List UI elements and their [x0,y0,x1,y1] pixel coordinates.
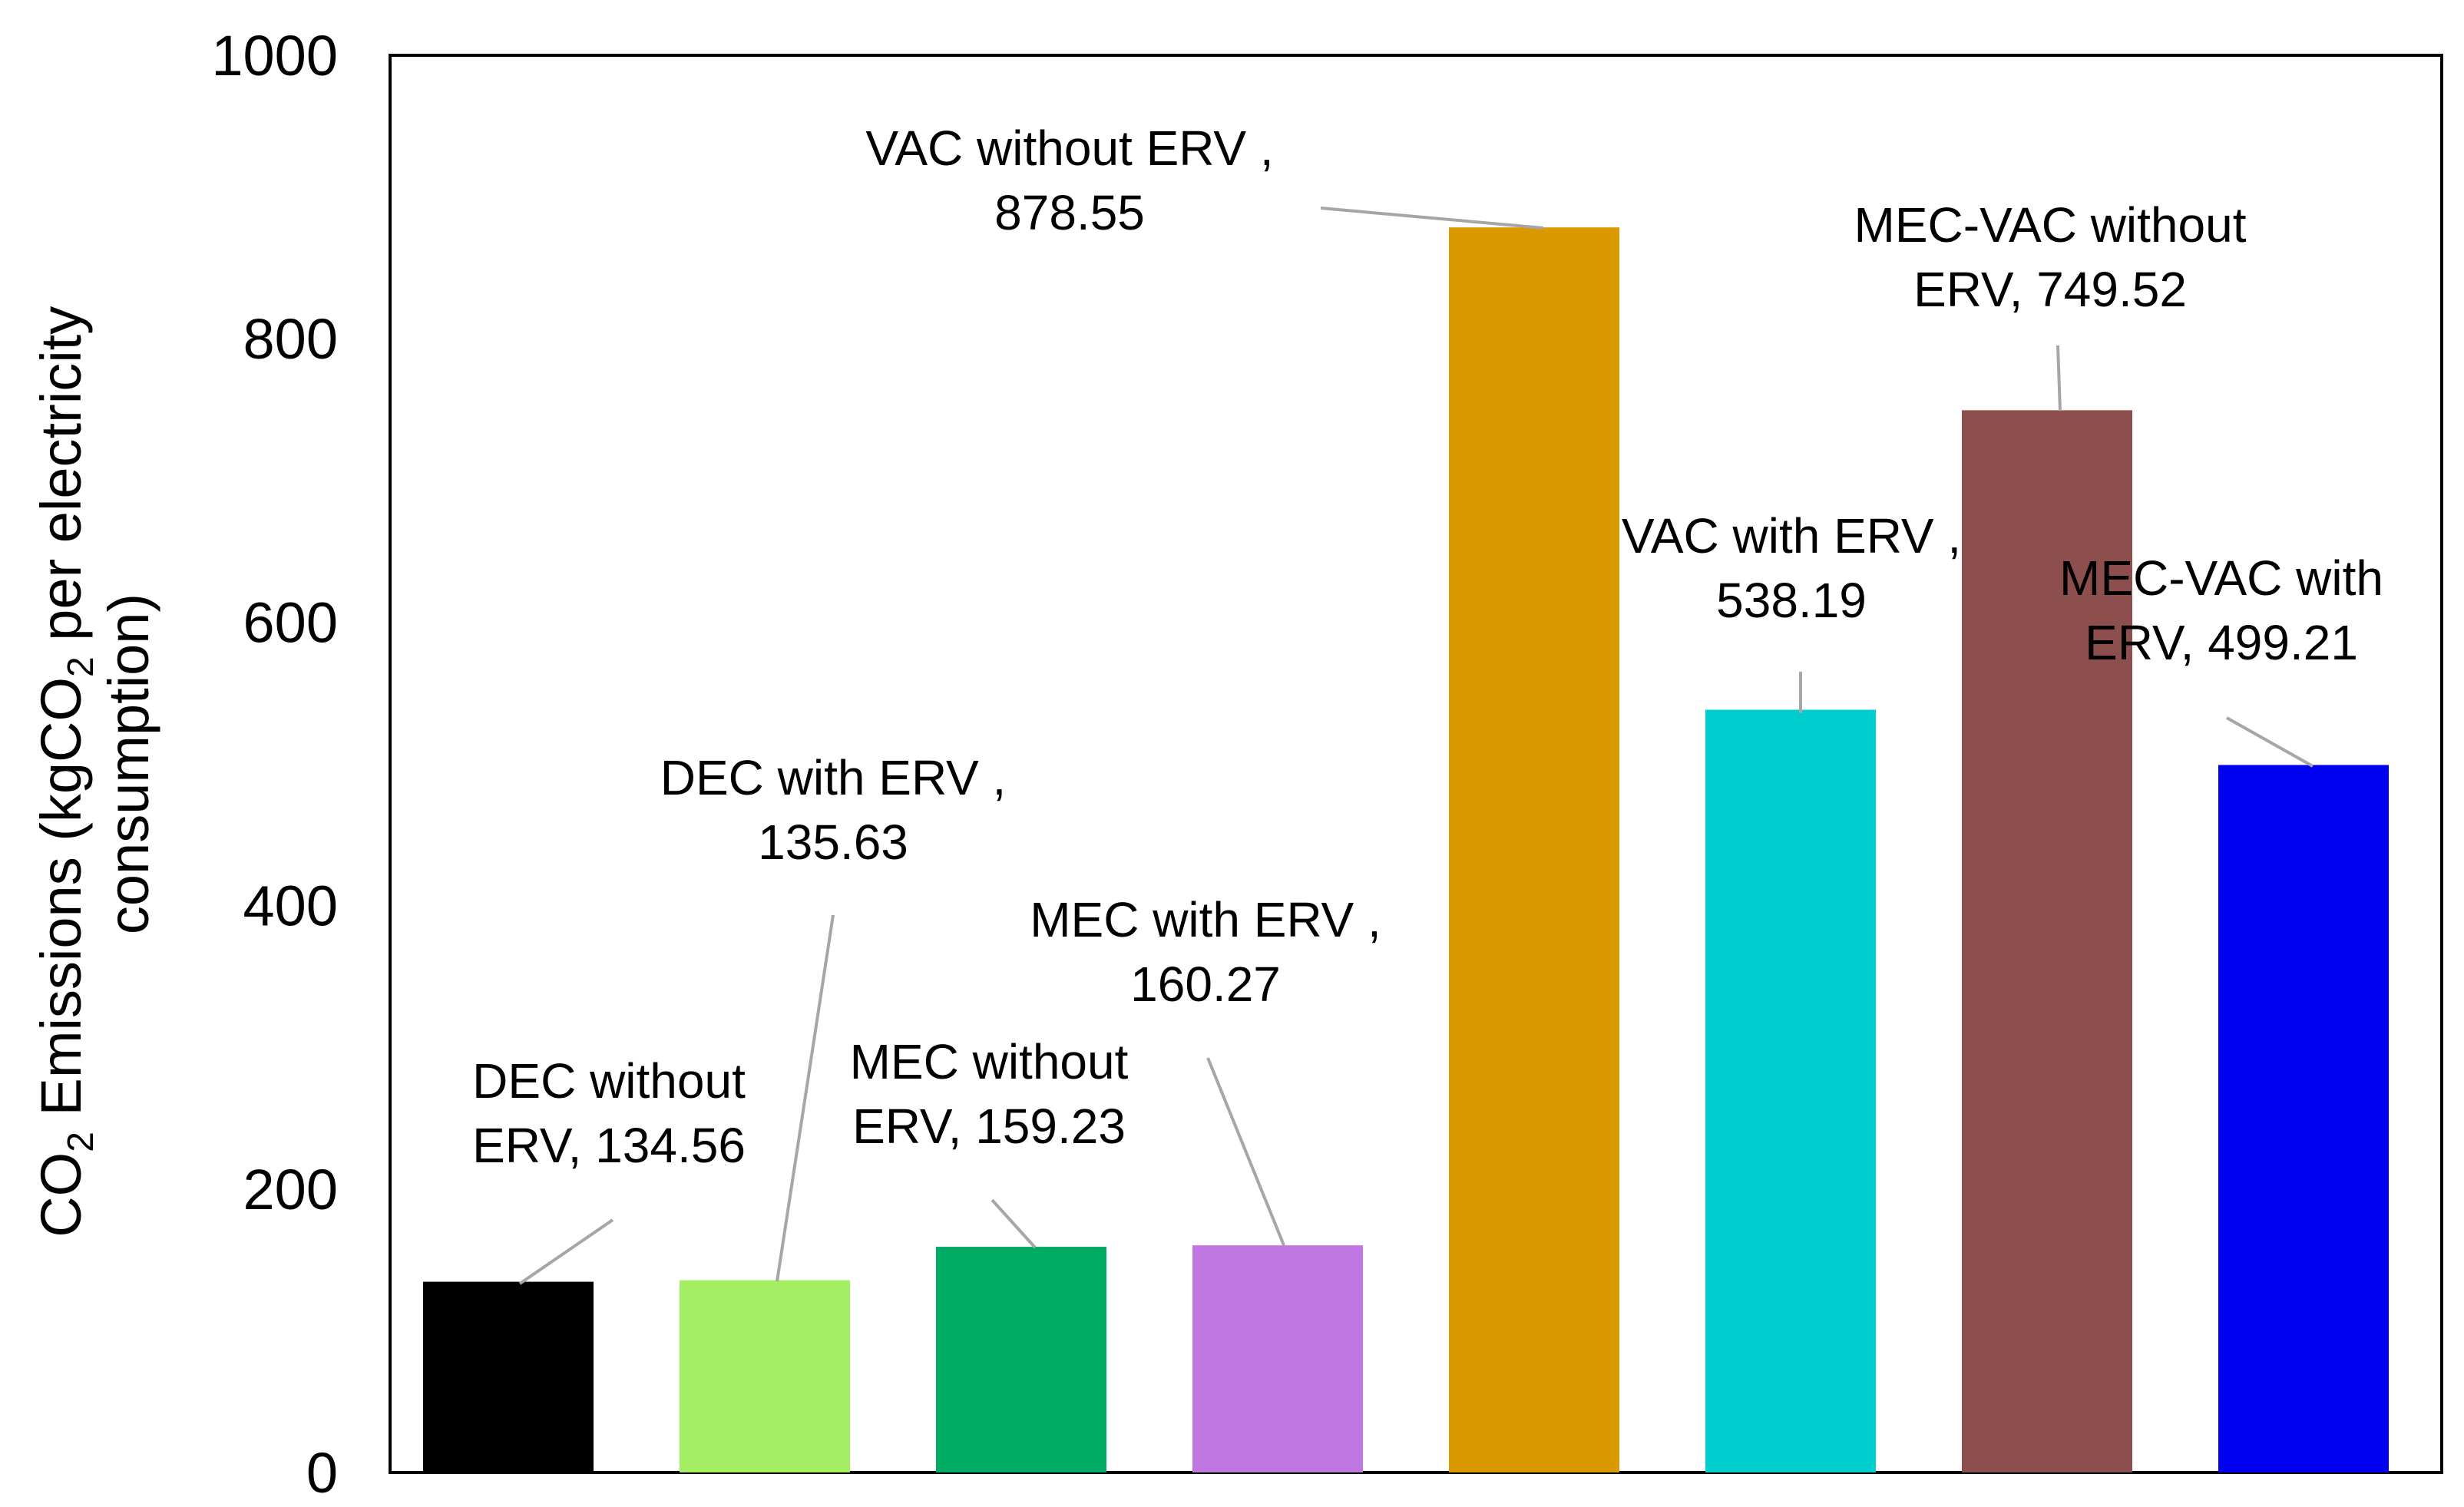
data-label-line: 878.55 [994,185,1145,240]
data-label-line: MEC-VAC with [2059,550,2383,606]
leader-line [1206,1057,1285,1246]
bar [936,1247,1106,1472]
y-tick-label: 200 [243,1158,338,1221]
bar [1962,410,2132,1472]
leader-line [518,1218,614,1285]
data-label: VAC with ERV , 538.19 [1622,508,1961,628]
data-label-line: DEC without [472,1053,746,1109]
data-label: DEC with ERV , 135.63 [660,750,1007,870]
y-axis-label-line1: CO2 Emissions (kgCO2 per electricity [29,306,101,1238]
leader-line [991,1198,1037,1249]
bar [680,1280,850,1472]
data-label: MEC without ERV, 159.23 [850,1034,1129,1154]
y-tick-label: 0 [306,1441,338,1505]
leader-line [2056,345,2062,411]
data-label: MEC-VAC with ERV, 499.21 [2059,550,2383,670]
bars-group [423,227,2389,1473]
data-labels-group: DEC without ERV, 134.56 DEC with ERV , 135.… [472,121,2383,1173]
data-label-line: ERV, 499.21 [2085,615,2358,670]
data-label: VAC without ERV , 878.55 [865,121,1273,240]
data-label-line: MEC with ERV , [1030,892,1381,947]
bar [2218,765,2389,1472]
y-tick-label: 600 [243,590,338,654]
bar [1449,227,1619,1473]
data-label-line: VAC without ERV , [865,121,1273,176]
data-label-line: ERV, 159.23 [852,1099,1126,1154]
bar [1192,1245,1363,1472]
data-label-line: MEC-VAC without [1854,197,2247,253]
data-label: MEC-VAC without ERV, 749.52 [1854,197,2247,317]
leader-line [1320,207,1544,230]
data-label-line: 160.27 [1130,957,1281,1012]
y-tick-label: 800 [243,307,338,371]
y-tick-label: 1000 [211,24,338,88]
y-axis-ticks: 0 200 400 600 800 1000 [211,24,338,1505]
plot-area-frame [389,54,2443,1474]
data-label-line: VAC with ERV , [1622,508,1961,563]
y-tick-label: 400 [243,874,338,938]
bar [1705,709,1876,1472]
data-label-line: ERV, 134.56 [472,1118,746,1173]
data-label-line: 538.19 [1716,573,1867,628]
leader-line [776,914,835,1282]
data-label-line: DEC with ERV , [660,750,1007,805]
data-label-line: 135.63 [758,815,908,870]
leader-lines-group [518,207,2314,1285]
y-axis-label: CO2 Emissions (kgCO2 per electricity con… [29,290,160,1238]
leader-line [2226,716,2314,768]
data-label: MEC with ERV , 160.27 [1030,892,1381,1012]
data-label-line: ERV, 749.52 [1913,262,2187,317]
data-label-line: MEC without [850,1034,1129,1089]
data-label: DEC without ERV, 134.56 [472,1053,746,1173]
y-axis-label-line2: consumption) [97,593,160,934]
bar [423,1281,594,1472]
